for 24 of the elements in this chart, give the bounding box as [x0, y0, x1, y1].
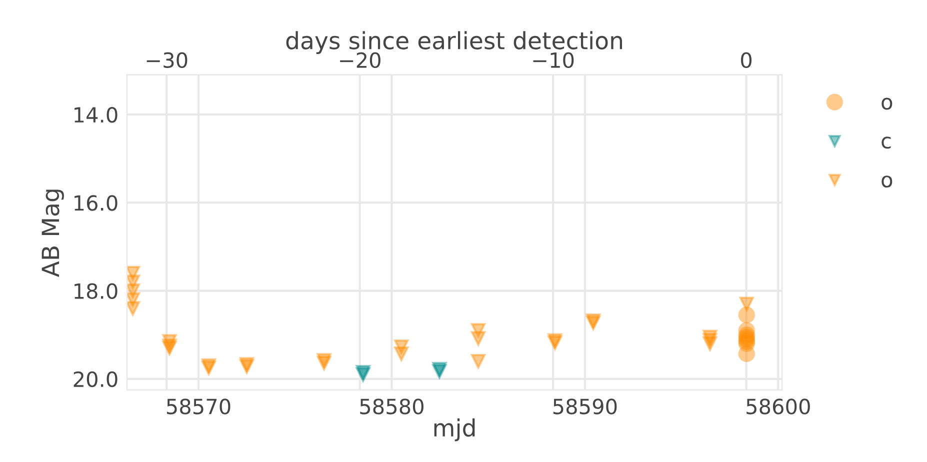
point — [702, 336, 718, 351]
x-axis-title: mjd — [434, 418, 475, 442]
point — [394, 346, 409, 362]
point — [470, 354, 486, 369]
point — [738, 345, 755, 362]
y-tick-label: 20.0 — [74, 371, 118, 388]
point — [739, 296, 754, 312]
y-tick-label: 14.0 — [74, 106, 118, 123]
legend-label: o — [882, 98, 892, 110]
point — [127, 301, 140, 316]
point — [470, 331, 486, 346]
x2-tick-label: −20 — [340, 52, 380, 68]
x-tick-label: 58600 — [746, 398, 810, 414]
x2-tick-label: −30 — [146, 52, 188, 68]
x2-tick-label: −10 — [533, 52, 574, 68]
y-tick-label: 16.0 — [74, 195, 118, 211]
x-tick-label: 58590 — [553, 398, 617, 414]
x-tick-label: 58580 — [360, 398, 424, 414]
y-axis-title: AB Mag — [42, 190, 64, 278]
y-tick-label: 18.0 — [74, 283, 118, 299]
x-tick-label: 58570 — [166, 398, 230, 414]
legend-label: c — [882, 136, 891, 149]
legend-label: o — [882, 176, 892, 188]
x2-tick-label: 0 — [741, 52, 752, 68]
